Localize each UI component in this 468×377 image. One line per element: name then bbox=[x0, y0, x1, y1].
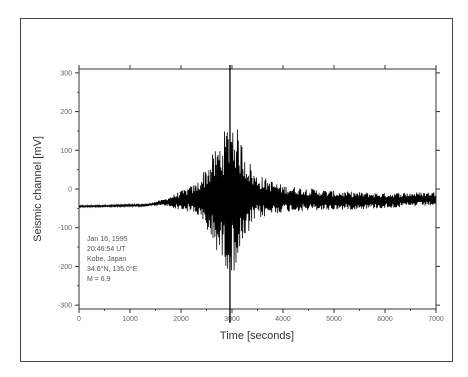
x-axis-title: Time [seconds] bbox=[220, 330, 294, 342]
y-tick-label: 300 bbox=[60, 70, 72, 77]
y-tick-label: 100 bbox=[60, 148, 72, 155]
x-tick-label: 5000 bbox=[326, 316, 342, 323]
x-tick-label: 7000 bbox=[428, 316, 444, 323]
seismic-chart: 0 1000 2000 3000 4000 5000 6000 70003002001000-… bbox=[32, 65, 444, 342]
annotation-line: M = 6.9 bbox=[87, 276, 111, 283]
x-tick-label: 1000 bbox=[122, 316, 138, 323]
annotation-block: Jan 16, 1995 20:46:54 UT Kobe, Japan 34.6°N… bbox=[87, 236, 138, 283]
ticks bbox=[75, 65, 440, 313]
y-tick-label: -100 bbox=[58, 225, 72, 232]
x-tick-label: 2000 bbox=[173, 316, 189, 323]
y-axis-title: Seismic channel [mV] bbox=[32, 136, 44, 242]
annotation-line: Jan 16, 1995 bbox=[87, 236, 128, 243]
y-tick-label: 200 bbox=[60, 109, 72, 116]
y-tick-label: -200 bbox=[58, 264, 72, 271]
x-tick-label: 3000 bbox=[224, 316, 240, 323]
annotation-line: 20:46:54 UT bbox=[87, 246, 126, 253]
x-tick-label: 6000 bbox=[377, 316, 393, 323]
y-tick-label: 0 bbox=[68, 187, 72, 194]
tick-labels: 0 1000 2000 3000 4000 5000 6000 70003002001000-… bbox=[58, 70, 444, 323]
x-tick-label: 0 bbox=[77, 316, 81, 323]
annotation-line: 34.6°N, 135.0°E bbox=[87, 265, 138, 273]
x-tick-label: 4000 bbox=[275, 316, 291, 323]
chart-frame: 0 1000 2000 3000 4000 5000 6000 7000 300 200 100 0-… bbox=[20, 18, 453, 362]
seismic-series-line bbox=[78, 129, 436, 271]
annotation-line: Kobe, Japan bbox=[87, 256, 126, 263]
y-tick-label: -300 bbox=[58, 303, 72, 310]
